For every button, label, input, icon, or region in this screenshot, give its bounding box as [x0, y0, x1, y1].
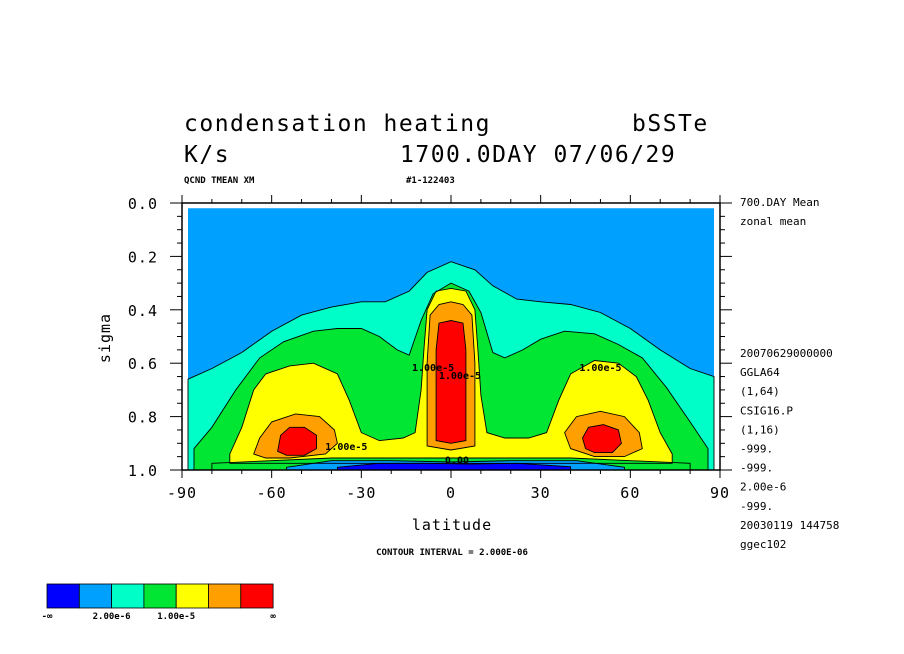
chart-experiment: bSSTe — [632, 111, 709, 137]
colorbar-swatch — [175, 583, 209, 609]
contour-interval: CONTOUR INTERVAL = 2.000E-06 — [376, 548, 528, 558]
contour-fill-bin-0 — [337, 463, 571, 470]
chart-title: condensation heating — [184, 111, 491, 137]
side-info: 20070629000000 GGLA64 (1,64) CSIG16.P (1,16)… — [740, 347, 839, 551]
x-tick-label: -90 — [167, 484, 197, 502]
side-info-line: 2.00e-6 — [740, 481, 786, 494]
contour-line — [582, 424, 622, 454]
side-info-line: -999. — [740, 500, 773, 513]
colorbar-swatch — [78, 583, 113, 609]
y-tick-label: 0.8 — [128, 409, 158, 427]
variable-name: QCND TMEAN XM — [184, 176, 255, 186]
colorbar-label: 2.00e-6 — [93, 612, 131, 622]
y-tick-label: 0.6 — [128, 355, 158, 373]
x-tick-label: -30 — [346, 484, 376, 502]
colorbar-swatch — [240, 583, 274, 609]
side-info-line: -999. — [740, 462, 773, 475]
side-info-line: 20030119 144758 — [740, 519, 839, 532]
x-tick-label: -60 — [257, 484, 287, 502]
colorbar-swatch — [111, 583, 145, 609]
mean-label: 700.DAY Mean — [740, 196, 819, 209]
contour-line — [277, 426, 317, 456]
side-info-line: 20070629000000 — [740, 347, 833, 360]
contour-line — [426, 301, 476, 451]
contour-line — [229, 287, 673, 464]
contour-fill-bin-6 — [582, 424, 622, 453]
contour-label: 1.00e-5 — [579, 363, 621, 374]
x-tick-label: 0 — [446, 484, 456, 502]
y-tick-label: 0.0 — [128, 195, 158, 213]
x-axis: -90 -60 -30 0 30 60 90 — [167, 195, 730, 502]
x-tick-label: 60 — [620, 484, 640, 502]
colorbar: -∞ 2.00e-6 1.00e-5 ∞ — [42, 583, 276, 622]
contour-label: 1.00e-5 — [439, 371, 481, 382]
side-info-line: (1,64) — [740, 385, 780, 398]
colorbar-label: -∞ — [42, 612, 53, 622]
y-axis-label: sigma — [96, 313, 114, 363]
contour-label: 1.00e-5 — [325, 442, 367, 453]
x-tick-label: 90 — [710, 484, 730, 502]
side-info-line: -999. — [740, 443, 773, 456]
contour-line — [564, 410, 643, 458]
colorbar-label: 1.00e-5 — [157, 612, 195, 622]
side-info-line: GGLA64 — [740, 366, 780, 379]
colorbar-label: ∞ — [270, 612, 276, 622]
side-info-line: CSIG16.P — [740, 404, 793, 417]
contour-line — [193, 282, 709, 471]
x-axis-label: latitude — [412, 516, 492, 534]
y-axis: 0.0 0.2 0.4 0.6 0.8 1.0 — [128, 195, 732, 480]
contour-line — [187, 261, 715, 471]
zonal-label: zonal mean — [740, 215, 806, 228]
colorbar-swatch — [208, 583, 242, 609]
contour-line — [253, 413, 338, 459]
y-tick-label: 1.0 — [128, 462, 158, 480]
side-info-line: (1,16) — [740, 423, 780, 436]
contour-label: 1.00e-5 — [412, 363, 454, 374]
run-id: #1-122403 — [406, 176, 455, 186]
colorbar-swatch — [46, 583, 80, 609]
chart-units: K/s — [184, 142, 230, 168]
y-tick-label: 0.4 — [128, 302, 158, 320]
y-tick-label: 0.2 — [128, 248, 158, 266]
colorbar-swatch — [143, 583, 177, 609]
contour-labels: 1.00e-51.00e-51.00e-51.00e-50.00 — [325, 363, 621, 466]
chart-datestamp: 1700.0DAY 07/06/29 — [400, 142, 676, 168]
contour-fill-bin-6 — [436, 320, 466, 444]
side-info-line: ggec102 — [740, 538, 786, 551]
contour-fill-bin-6 — [277, 427, 317, 456]
x-tick-label: 30 — [531, 484, 551, 502]
contour-label: 0.00 — [445, 455, 469, 466]
contour-fills — [188, 208, 714, 471]
contour-line — [435, 320, 467, 444]
